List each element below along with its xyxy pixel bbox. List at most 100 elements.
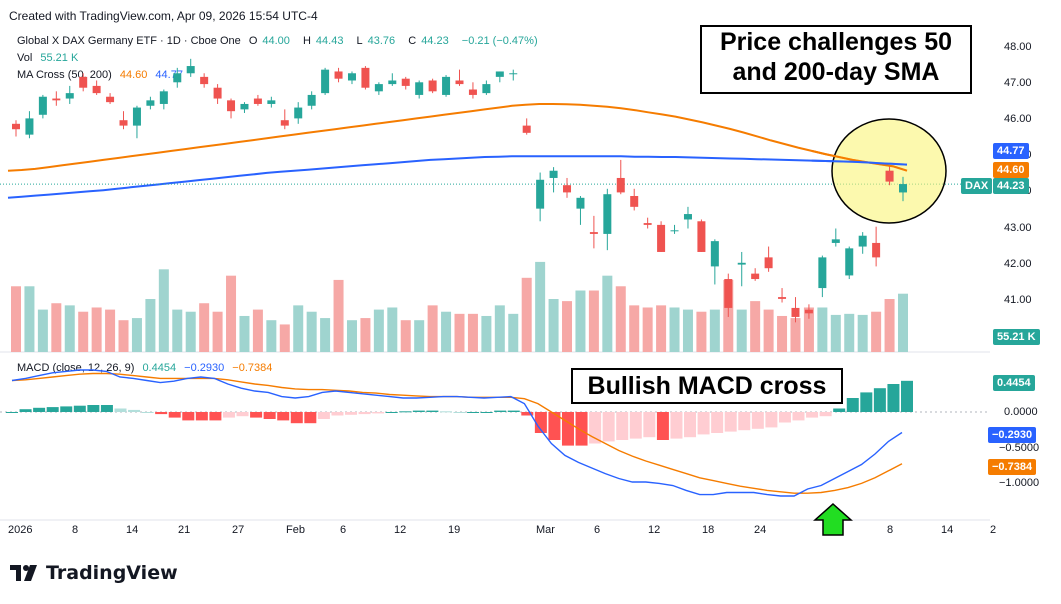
ohlc-close: C 44.23 bbox=[408, 35, 449, 47]
candle-body bbox=[576, 197, 585, 209]
macd-axis-tick: 0.0000 bbox=[1004, 406, 1038, 418]
time-axis-tick: 21 bbox=[178, 524, 191, 536]
volume-bar bbox=[320, 318, 331, 352]
volume-bar bbox=[709, 309, 720, 352]
volume-bar bbox=[91, 307, 102, 352]
macd-signal-tag: −0.7384 bbox=[988, 459, 1037, 475]
macd-histogram-bar bbox=[19, 409, 32, 412]
candle-body bbox=[200, 76, 209, 85]
candle-body bbox=[764, 257, 773, 269]
macd-histogram-bar bbox=[534, 412, 547, 433]
volume-bar bbox=[11, 286, 21, 352]
last-price-tag: 44.23 bbox=[993, 178, 1029, 194]
candle-body bbox=[603, 194, 612, 234]
macd-signal-value: −0.7384 bbox=[232, 362, 273, 374]
volume-bar bbox=[817, 307, 828, 352]
ma-label[interactable]: MA Cross (50, 200) bbox=[17, 69, 112, 81]
macd-annotation-box: Bullish MACD cross bbox=[571, 368, 843, 404]
macd-histogram-bar bbox=[385, 412, 398, 413]
candle-body bbox=[52, 98, 61, 101]
volume-bar bbox=[777, 315, 788, 352]
volume-bar bbox=[333, 279, 344, 352]
volume-bar bbox=[158, 269, 169, 352]
macd-histogram-bar bbox=[778, 412, 791, 423]
volume-bar bbox=[467, 313, 478, 352]
macd-histogram-bar bbox=[73, 405, 86, 412]
symbol-name[interactable]: Global X DAX Germany ETF · 1D · Cboe One bbox=[17, 35, 241, 47]
macd-histogram-bar bbox=[141, 412, 154, 413]
sma50-line bbox=[7, 103, 908, 172]
volume-bar bbox=[414, 320, 425, 352]
price-axis-tick: 42.00 bbox=[1004, 257, 1032, 270]
volume-bar bbox=[346, 320, 357, 352]
macd-histogram-bar bbox=[304, 412, 317, 424]
macd-histogram-bar bbox=[887, 384, 900, 412]
macd-histogram-bar bbox=[209, 412, 222, 421]
sma200-line bbox=[7, 155, 908, 199]
candle-body bbox=[724, 279, 733, 308]
macd-histogram-bar bbox=[806, 412, 819, 418]
candle-body bbox=[509, 73, 518, 75]
macd-histogram-bar bbox=[195, 412, 208, 421]
candle-body bbox=[361, 67, 370, 88]
volume-bar bbox=[199, 303, 210, 352]
volume-bar bbox=[427, 305, 438, 352]
macd-histogram-bar bbox=[250, 412, 263, 418]
time-axis-tick: 6 bbox=[594, 524, 601, 536]
volume-bar bbox=[78, 311, 89, 352]
macd-histogram-bar bbox=[738, 412, 751, 431]
tradingview-logo-icon bbox=[10, 565, 37, 581]
macd-histogram-bar bbox=[87, 405, 100, 412]
candle-body bbox=[401, 78, 410, 86]
macd-histogram-bar bbox=[589, 412, 602, 444]
macd-histogram-bar bbox=[548, 412, 561, 440]
macd-histogram-bar bbox=[33, 407, 46, 412]
volume-bar bbox=[454, 313, 465, 352]
macd-histogram-bar bbox=[684, 412, 697, 438]
candle-body bbox=[589, 232, 598, 234]
candle-body bbox=[321, 69, 330, 94]
candle-body bbox=[159, 91, 168, 104]
macd-axis-tick: −0.5000 bbox=[999, 442, 1040, 454]
candle-body bbox=[845, 248, 854, 276]
candle-body bbox=[468, 89, 477, 95]
time-axis-tick: 19 bbox=[448, 524, 461, 536]
macd-line-tag: −0.2930 bbox=[988, 427, 1037, 443]
tradingview-brand-name: TradingView bbox=[46, 562, 178, 584]
macd-histogram-bar bbox=[751, 412, 764, 429]
volume-bar bbox=[441, 311, 452, 352]
candle-body bbox=[804, 309, 813, 314]
candle-body bbox=[106, 96, 115, 103]
candle-body bbox=[657, 224, 666, 252]
volume-bar bbox=[51, 303, 62, 352]
candle-body bbox=[899, 184, 907, 193]
macd-histogram-bar bbox=[575, 412, 588, 446]
volume-bar bbox=[306, 311, 317, 352]
macd-histogram-bar bbox=[819, 412, 832, 417]
volume-bar bbox=[494, 305, 505, 352]
macd-histogram-bar bbox=[846, 398, 859, 412]
candle-body bbox=[455, 80, 464, 85]
candle-body bbox=[25, 118, 34, 135]
ohlc-open: O 44.00 bbox=[248, 35, 290, 47]
volume-bar bbox=[884, 299, 895, 352]
candle-body bbox=[442, 76, 451, 95]
sma50-price-tag: 44.60 bbox=[993, 162, 1029, 178]
candle-body bbox=[858, 235, 867, 247]
candle-body bbox=[872, 242, 881, 258]
tradingview-logo[interactable]: TradingView bbox=[10, 562, 178, 584]
candle-body bbox=[240, 103, 249, 110]
macd-histogram-bar bbox=[765, 412, 778, 428]
time-axis-tick: 2026 bbox=[8, 524, 33, 536]
volume-bar bbox=[548, 299, 559, 352]
time-axis-tick: 18 bbox=[702, 524, 715, 536]
ohlc-high: H 44.43 bbox=[302, 35, 344, 47]
volume-bar bbox=[790, 318, 801, 352]
macd-histogram-bar bbox=[372, 412, 385, 414]
volume-bar bbox=[669, 307, 680, 352]
sma200-line-overlay bbox=[811, 159, 908, 166]
candle-body bbox=[670, 230, 679, 232]
candle-body bbox=[294, 107, 303, 119]
macd-histogram-bar bbox=[724, 412, 737, 432]
